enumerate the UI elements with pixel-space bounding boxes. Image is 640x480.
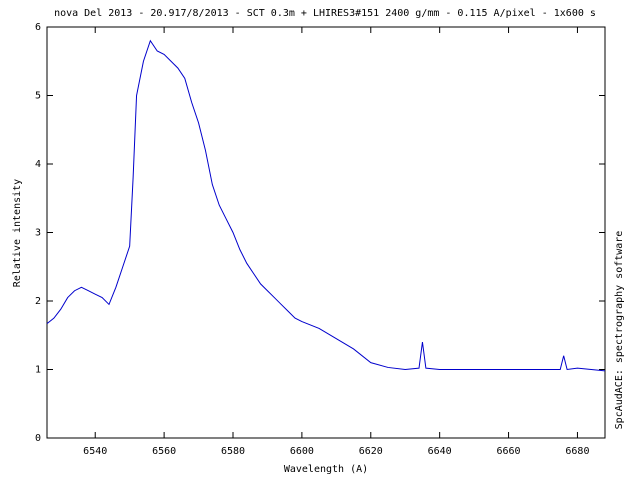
- y-tick-label: 0: [35, 433, 41, 444]
- x-tick-label: 6540: [83, 446, 107, 457]
- y-tick-label: 2: [35, 296, 41, 307]
- y-tick-label: 6: [35, 22, 41, 33]
- chart-title: nova Del 2013 - 20.917/8/2013 - SCT 0.3m…: [54, 8, 596, 19]
- x-tick-label: 6640: [428, 446, 452, 457]
- x-tick-label: 6560: [152, 446, 176, 457]
- y-tick-label: 4: [35, 159, 41, 170]
- y-axis-label: Relative intensity: [12, 179, 23, 287]
- x-tick-label: 6600: [290, 446, 314, 457]
- x-tick-label: 6580: [221, 446, 245, 457]
- x-tick-label: 6660: [497, 446, 521, 457]
- x-axis-label: Wavelength (A): [284, 464, 368, 475]
- x-tick-label: 6680: [565, 446, 589, 457]
- y-tick-label: 3: [35, 228, 41, 239]
- x-tick-label: 6620: [359, 446, 383, 457]
- y-tick-label: 1: [35, 365, 41, 376]
- spectrum-line: [46, 39, 606, 372]
- y-tick-label: 5: [35, 91, 41, 102]
- side-label: SpcAudACE: spectrography software: [614, 231, 625, 430]
